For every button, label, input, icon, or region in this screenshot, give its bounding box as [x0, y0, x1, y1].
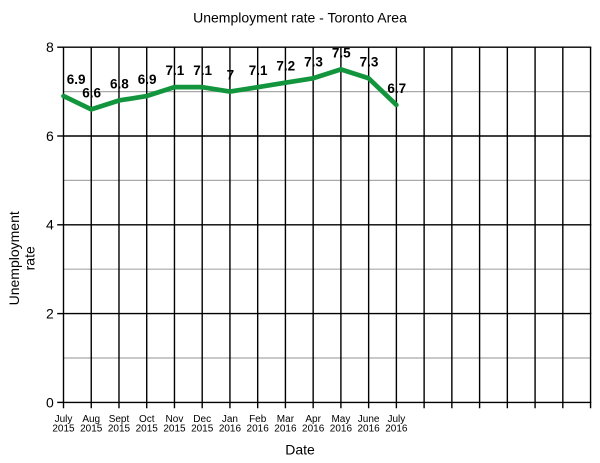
svg-text:June: June	[358, 414, 380, 425]
svg-text:7.1: 7.1	[165, 63, 184, 78]
svg-text:2: 2	[46, 306, 54, 322]
svg-text:Unemployment rate - Toronto Ar: Unemployment rate - Toronto Area	[193, 10, 407, 26]
svg-text:6.9: 6.9	[138, 72, 157, 87]
svg-text:6.6: 6.6	[82, 85, 101, 100]
svg-text:May: May	[331, 414, 350, 425]
svg-text:Nov: Nov	[166, 414, 184, 425]
svg-text:4: 4	[46, 217, 54, 233]
svg-text:2015: 2015	[52, 424, 75, 435]
svg-text:2015: 2015	[108, 424, 131, 435]
svg-text:7.3: 7.3	[304, 54, 323, 69]
svg-text:2016: 2016	[358, 424, 381, 435]
svg-text:6.7: 6.7	[387, 81, 406, 96]
svg-text:rate: rate	[22, 246, 38, 270]
svg-text:2016: 2016	[219, 424, 242, 435]
svg-text:Dec: Dec	[193, 414, 211, 425]
svg-text:Mar: Mar	[277, 414, 295, 425]
svg-text:2016: 2016	[302, 424, 325, 435]
svg-text:July: July	[55, 414, 73, 425]
svg-text:7.5: 7.5	[332, 45, 351, 60]
svg-text:7.3: 7.3	[360, 54, 379, 69]
svg-text:2016: 2016	[385, 424, 408, 435]
svg-text:7.1: 7.1	[193, 63, 212, 78]
svg-text:7.2: 7.2	[276, 59, 295, 74]
svg-text:Oct: Oct	[139, 414, 155, 425]
svg-text:6: 6	[46, 128, 54, 144]
svg-text:7: 7	[227, 68, 235, 83]
svg-text:Unemployment: Unemployment	[6, 211, 22, 305]
svg-text:2016: 2016	[330, 424, 353, 435]
svg-text:2016: 2016	[274, 424, 297, 435]
svg-text:July: July	[387, 414, 405, 425]
svg-text:0: 0	[46, 394, 54, 410]
svg-text:6.8: 6.8	[110, 76, 129, 91]
svg-text:Apr: Apr	[305, 414, 321, 425]
svg-text:6.9: 6.9	[67, 72, 86, 87]
svg-text:2015: 2015	[163, 424, 186, 435]
svg-text:2016: 2016	[247, 424, 270, 435]
svg-text:2015: 2015	[136, 424, 159, 435]
svg-text:Jan: Jan	[222, 414, 238, 425]
svg-text:Date: Date	[285, 441, 315, 457]
svg-text:Aug: Aug	[82, 414, 100, 425]
svg-text:Sept: Sept	[109, 414, 130, 425]
svg-text:7.1: 7.1	[249, 63, 268, 78]
svg-text:2015: 2015	[80, 424, 103, 435]
svg-text:8: 8	[46, 39, 54, 55]
svg-text:Feb: Feb	[249, 414, 267, 425]
svg-text:2015: 2015	[191, 424, 214, 435]
